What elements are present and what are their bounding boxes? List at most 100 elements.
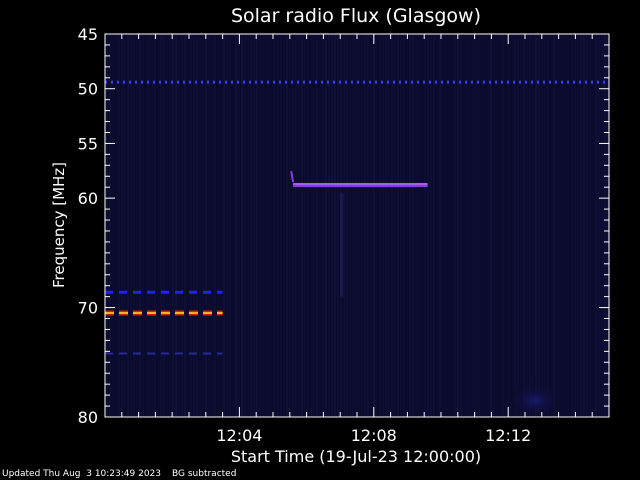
texture-stripe [232,35,234,416]
emission-band-onset [290,170,295,183]
texture-stripe [376,35,378,416]
texture-stripe [466,35,468,416]
texture-stripe [418,35,420,416]
texture-stripe [352,35,354,416]
texture-stripe [409,35,411,416]
chart-title: Solar radio Flux (Glasgow) [231,5,481,27]
texture-stripe [544,35,546,416]
background-note: BG subtracted [172,469,237,479]
texture-stripe [589,35,591,416]
texture-stripe [154,35,156,416]
texture-stripe [172,35,174,416]
texture-stripe [583,35,585,416]
texture-stripe [541,35,543,416]
texture-stripe [292,35,294,416]
texture-stripe [415,35,417,416]
texture-stripe [325,35,327,416]
texture-stripe [607,35,609,416]
texture-stripe [364,35,366,416]
texture-stripe [403,35,405,416]
texture-stripe [208,35,210,416]
texture-stripe [295,35,297,416]
texture-stripe [262,35,264,416]
texture-stripe [124,35,126,416]
y-tick-label: 45 [78,25,98,44]
texture-stripe [316,35,318,416]
texture-stripe [133,35,135,416]
texture-stripe [268,35,270,416]
updated-timestamp: Updated Thu Aug 3 10:23:49 2023 [2,469,162,479]
texture-stripe [349,35,351,416]
texture-stripe [436,35,438,416]
texture-stripe [184,35,186,416]
texture-stripe [391,35,393,416]
texture-stripe [163,35,165,416]
texture-stripe [211,35,213,416]
texture-stripe [379,35,381,416]
texture-stripe [526,35,528,416]
texture-stripe [511,35,513,416]
texture-stripe [169,35,171,416]
texture-stripe [598,35,600,416]
texture-stripe [535,35,537,416]
texture-stripe [568,35,570,416]
texture-stripe [166,35,168,416]
noise-texture [106,35,609,419]
texture-stripe [538,35,540,416]
texture-stripe [490,35,492,416]
texture-stripe [433,35,435,416]
y-tick-label: 50 [78,80,98,99]
texture-stripe [382,35,384,416]
texture-stripe [157,35,159,416]
texture-stripe [547,35,549,416]
y-tick-label: 55 [78,134,98,153]
texture-stripe [136,35,138,416]
texture-stripe [475,35,477,416]
texture-stripe [523,35,525,416]
texture-stripe [310,35,312,416]
texture-stripe [229,35,231,416]
y-axis-label: Frequency [MHz] [50,162,68,288]
x-tick-label: 12:12 [485,426,531,445]
texture-stripe [187,35,189,416]
texture-stripe [148,35,150,416]
texture-stripe [508,35,510,416]
texture-stripe [334,35,336,416]
texture-stripe [595,35,597,416]
texture-stripe [517,35,519,416]
texture-stripe [499,35,501,416]
texture-stripe [421,35,423,416]
texture-stripe [430,35,432,416]
texture-stripe [427,35,429,416]
texture-stripe [550,35,552,416]
texture-stripe [190,35,192,416]
texture-stripe [469,35,471,416]
texture-stripe [265,35,267,416]
emission-band [293,183,428,188]
texture-stripe [244,35,246,416]
texture-stripe [565,35,567,416]
texture-stripe [223,35,225,416]
texture-stripe [556,35,558,416]
texture-stripe [361,35,363,416]
texture-stripe [202,35,204,416]
texture-stripe [448,35,450,416]
texture-stripe [142,35,144,416]
texture-stripe [205,35,207,416]
texture-stripe [139,35,141,416]
texture-stripe [562,35,564,416]
texture-stripe [175,35,177,416]
texture-stripe [196,35,198,416]
texture-stripe [397,35,399,416]
texture-stripe [304,35,306,416]
texture-stripe [424,35,426,416]
texture-stripe [115,35,117,416]
x-tick-label: 12:04 [216,426,262,445]
texture-stripe [151,35,153,416]
texture-stripe [343,35,345,416]
texture-stripe [307,35,309,416]
texture-stripe [193,35,195,416]
texture-stripe [412,35,414,416]
texture-stripe [112,35,114,416]
texture-stripe [514,35,516,416]
